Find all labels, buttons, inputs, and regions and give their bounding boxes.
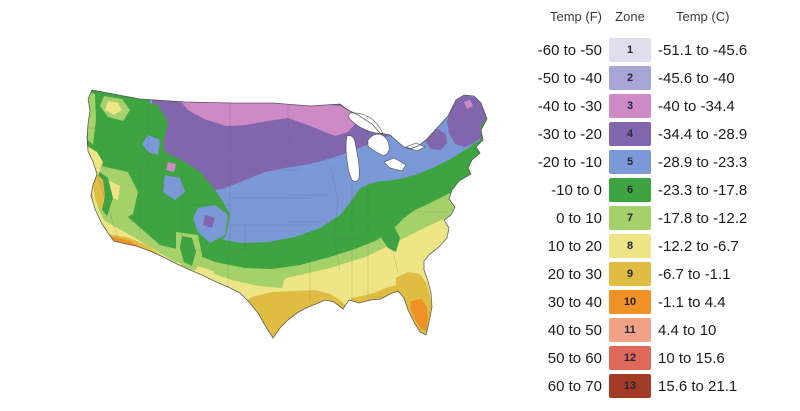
legend-row: -20 to -10 5 -28.9 to -23.3 (530, 148, 796, 176)
zone-9-gulf-coast-region (235, 285, 404, 338)
zone-5-idaho-patch (142, 135, 160, 155)
temp-f-cell: 0 to 10 (556, 209, 602, 227)
temp-c-cell: -6.7 to -1.1 (658, 265, 731, 283)
temp-f-cell: -60 to -50 (537, 41, 602, 59)
zone-3-yellowstone-spot (166, 162, 176, 172)
temp-c-cell: -1.1 to 4.4 (658, 293, 726, 311)
zone-swatch: 11 (609, 318, 651, 342)
legend-row: 40 to 50 11 4.4 to 10 (530, 316, 796, 344)
temp-c-cell: 4.4 to 10 (658, 321, 717, 339)
lake-huron (367, 133, 390, 156)
temp-c-cell: 10 to 15.6 (658, 349, 725, 367)
legend-row: 60 to 70 13 15.6 to 21.1 (530, 372, 796, 400)
zone-3-maine-spot (464, 100, 473, 109)
legend-header-zone: Zone (615, 8, 645, 24)
zone-6-new-mexico-finger (180, 236, 196, 266)
zone-swatch: 10 (609, 290, 651, 314)
zone-number: 10 (623, 295, 637, 308)
temp-c-cell: -12.2 to -6.7 (658, 237, 739, 255)
legend-row: -30 to -20 4 -34.4 to -28.9 (530, 120, 796, 148)
temp-c-cell: -34.4 to -28.9 (658, 125, 748, 143)
zone-swatch: 5 (609, 150, 651, 174)
legend-row: 50 to 60 12 10 to 15.6 (530, 344, 796, 372)
zone-swatch: 9 (609, 262, 651, 286)
temp-c-cell: -45.6 to -40 (658, 69, 735, 87)
temp-c-cell: -40 to -34.4 (658, 97, 735, 115)
temp-f-cell: 30 to 40 (547, 293, 602, 311)
zone-legend: Temp (F) Zone Temp (C) -60 to -50 1 -51.… (530, 5, 796, 400)
zone-number: 2 (626, 71, 634, 84)
lake-michigan (345, 135, 360, 182)
zone-4-new-england-region (447, 95, 486, 147)
zone-6-appalachian-finger (380, 222, 400, 252)
legend-header: Temp (F) Zone Temp (C) (530, 5, 796, 27)
zone-number: 11 (624, 323, 636, 336)
zone-swatch: 6 (609, 178, 651, 202)
temp-f-cell: -10 to 0 (551, 181, 602, 199)
zone-8-columbia-core (105, 101, 122, 115)
temp-f-cell: -30 to -20 (537, 125, 602, 143)
zone-number: 12 (623, 351, 637, 364)
zone-number: 9 (626, 267, 634, 280)
legend-row: 30 to 40 10 -1.1 to 4.4 (530, 288, 796, 316)
legend-row: 0 to 10 7 -17.8 to -12.2 (530, 204, 796, 232)
zone-number: 5 (626, 155, 634, 168)
zone-9-central-valley (93, 172, 105, 210)
zone-12-socal-core (125, 247, 141, 261)
temp-c-cell: -23.3 to -17.8 (658, 181, 748, 199)
temp-c-cell: -51.1 to -45.6 (658, 41, 748, 59)
zone-number: 1 (626, 43, 634, 56)
temp-c-cell: -17.8 to -12.2 (658, 209, 748, 227)
legend-row: 20 to 30 9 -6.7 to -1.1 (530, 260, 796, 288)
zone-number: 13 (623, 379, 637, 392)
temp-f-cell: 50 to 60 (547, 349, 602, 367)
zone-number: 6 (626, 183, 634, 196)
zone-4-colorado-spot (203, 215, 215, 228)
temp-f-cell: -40 to -30 (537, 97, 602, 115)
lake-erie (383, 157, 407, 172)
us-coast-outline (86, 89, 488, 339)
us-hardiness-zone-map (86, 89, 488, 339)
zone-10-south-florida-region (410, 299, 428, 331)
temp-f-cell: 40 to 50 (547, 321, 602, 339)
zone-swatch: 13 (609, 374, 651, 398)
temp-c-cell: -28.9 to -23.3 (658, 153, 748, 171)
zone-swatch: 3 (609, 94, 651, 118)
legend-header-temp-f: Temp (F) (550, 8, 602, 24)
map-svg (86, 89, 488, 339)
legend-row: -10 to 0 6 -23.3 to -17.8 (530, 176, 796, 204)
legend-row: -50 to -40 2 -45.6 to -40 (530, 64, 796, 92)
temp-f-cell: -50 to -40 (537, 69, 602, 87)
temp-f-cell: 20 to 30 (547, 265, 602, 283)
temp-f-cell: -20 to -10 (537, 153, 602, 171)
zone-swatch: 1 (609, 38, 651, 62)
zone-7-texas-panhandle (214, 265, 285, 288)
zone-number: 7 (626, 211, 634, 224)
zone-number: 4 (626, 127, 634, 140)
temp-f-cell: 60 to 70 (547, 377, 602, 395)
zone-swatch: 7 (609, 206, 651, 230)
temp-f-cell: 10 to 20 (547, 237, 602, 255)
zone-5-wyoming-patch (163, 175, 185, 200)
zone-swatch: 12 (609, 346, 651, 370)
zone-number: 3 (626, 99, 634, 112)
zone-number: 8 (626, 239, 634, 252)
zone-regions (87, 90, 487, 338)
legend-rows: -60 to -50 1 -51.1 to -45.6 -50 to -40 2… (530, 36, 796, 400)
legend-row: -40 to -30 3 -40 to -34.4 (530, 92, 796, 120)
temp-c-cell: 15.6 to 21.1 (658, 377, 738, 395)
zone-swatch: 2 (609, 66, 651, 90)
legend-row: -60 to -50 1 -51.1 to -45.6 (530, 36, 796, 64)
zone-swatch: 4 (609, 122, 651, 146)
legend-row: 10 to 20 8 -12.2 to -6.7 (530, 232, 796, 260)
legend-header-temp-c: Temp (C) (676, 8, 730, 24)
zone-swatch: 8 (609, 234, 651, 258)
